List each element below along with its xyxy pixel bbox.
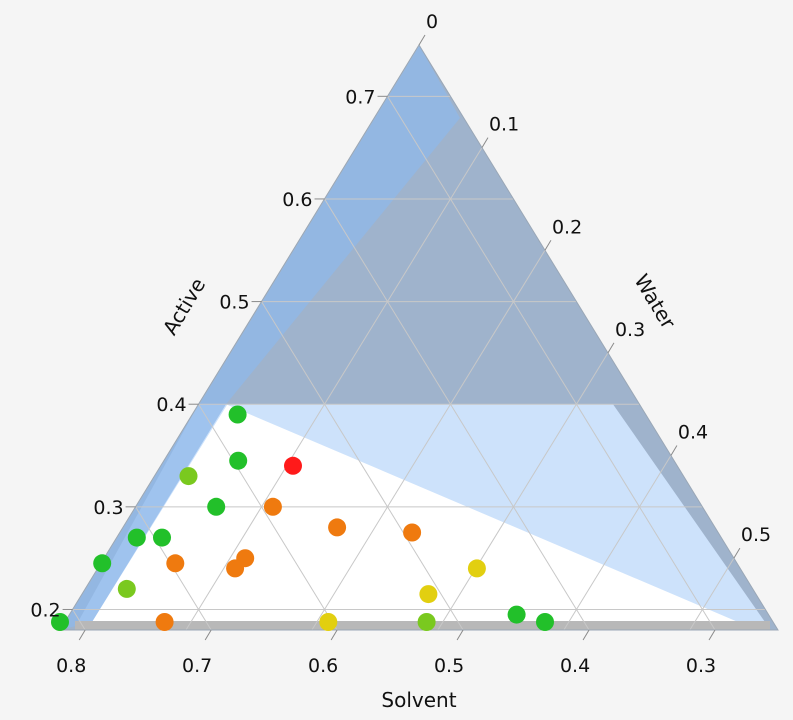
data-point	[228, 405, 247, 424]
data-point	[263, 497, 282, 516]
grid-line-solvent	[72, 609, 86, 631]
triangle-outline	[59, 44, 779, 631]
tick-label-water: 0.5	[741, 524, 771, 546]
data-point	[536, 613, 554, 631]
grid-line-solvent	[261, 301, 464, 631]
data-point	[467, 559, 486, 578]
axis-title-active: Active	[158, 274, 210, 339]
data-point	[51, 613, 69, 631]
region-blue-band	[60, 45, 460, 630]
data-point	[417, 613, 436, 631]
data-point	[207, 497, 226, 516]
tick-label-water: 0.1	[489, 114, 519, 136]
tick-label-active: 0.2	[30, 599, 60, 621]
data-point	[419, 585, 438, 604]
tick-label-solvent: 0.4	[560, 655, 590, 677]
grid-line-water	[563, 455, 672, 631]
tick-label-solvent: 0.6	[308, 655, 338, 677]
data-point	[319, 613, 338, 631]
grid-line-water	[689, 557, 735, 631]
data-point	[117, 579, 136, 598]
data-points	[51, 405, 554, 631]
tick-solvent	[330, 629, 338, 641]
data-point	[153, 528, 171, 547]
grid-line-solvent	[324, 198, 590, 631]
data-point	[226, 559, 245, 578]
tick-label-solvent: 0.3	[686, 655, 716, 677]
tick-water	[481, 137, 489, 148]
tick-label-active: 0.7	[345, 86, 375, 108]
tick-label-water: 0.2	[552, 216, 582, 238]
tick-label-water: 0	[426, 11, 438, 33]
region-feasible	[92, 404, 738, 622]
tick-solvent	[456, 629, 464, 641]
grid-line-water	[311, 250, 546, 631]
data-point	[127, 528, 146, 547]
tick-label-solvent: 0.8	[56, 655, 86, 677]
tick-solvent	[204, 629, 212, 641]
data-point	[229, 451, 248, 470]
tick-label-water: 0.4	[678, 422, 708, 444]
data-point	[284, 456, 302, 475]
tick-label-active: 0.5	[219, 292, 249, 314]
tick-labels: 0.2 0.3 0.4 0.5 0.6 0.7 0 0.1 0.2 0.3 0.4 0.5 0.8 0.7…	[30, 11, 771, 677]
data-point	[403, 523, 422, 542]
tick-water	[418, 34, 426, 46]
tick-label-solvent: 0.7	[182, 655, 212, 677]
tick-solvent	[708, 629, 716, 641]
grid-line-solvent	[198, 403, 338, 631]
data-point	[166, 554, 185, 573]
tick-water	[607, 342, 615, 354]
data-point	[155, 613, 174, 631]
data-point	[93, 554, 112, 573]
axis-title-solvent: Solvent	[381, 688, 456, 712]
tick-water	[670, 445, 678, 456]
tick-label-solvent: 0.5	[434, 655, 464, 677]
tick-label-water: 0.3	[615, 319, 645, 341]
grid-line-solvent	[387, 96, 716, 631]
tick-label-active: 0.3	[93, 497, 123, 519]
grid-lines	[59, 44, 779, 631]
tick-label-active: 0.4	[156, 394, 186, 416]
data-point	[328, 518, 347, 537]
grid-line-water	[437, 352, 609, 631]
data-point	[507, 605, 526, 624]
tick-water	[544, 240, 552, 251]
tick-solvent	[582, 629, 590, 641]
grid-line-water	[185, 147, 483, 631]
tick-label-active: 0.6	[282, 189, 312, 211]
data-point	[179, 467, 198, 486]
tick-marks	[62, 34, 741, 641]
tick-solvent	[78, 629, 86, 641]
tick-water	[733, 547, 741, 559]
